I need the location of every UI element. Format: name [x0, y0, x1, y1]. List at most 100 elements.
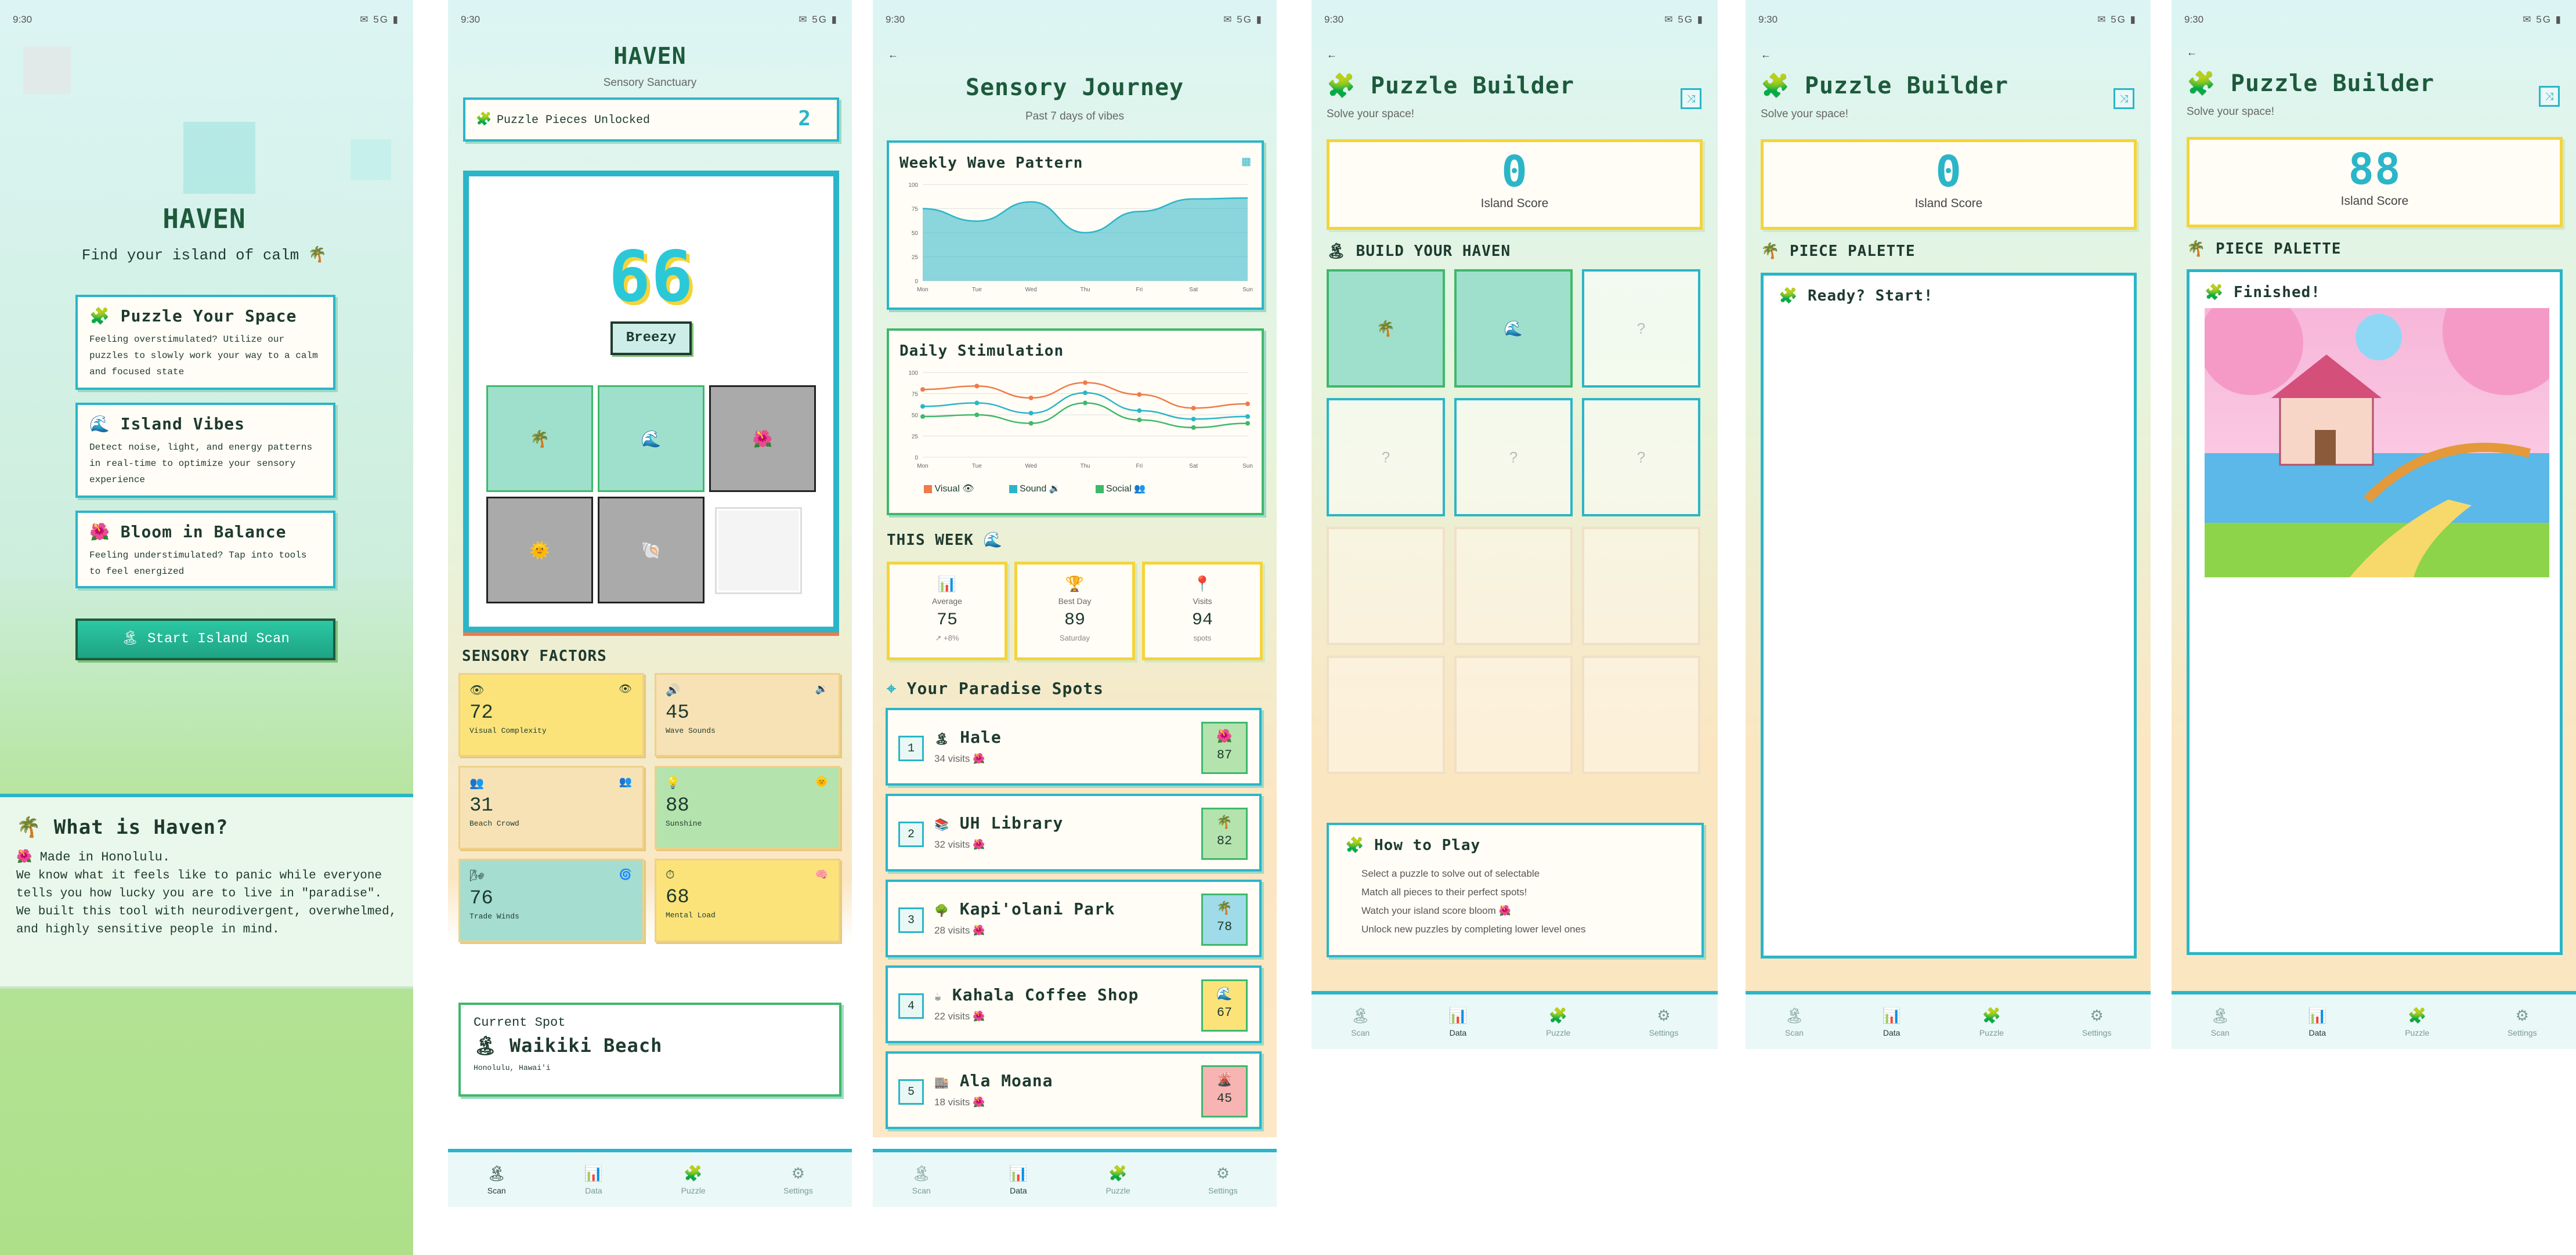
- spot-name-row: 📚 UH Library: [934, 813, 1063, 833]
- nav-icon: 🧩: [1108, 1164, 1128, 1182]
- puzzle-slot[interactable]: [1454, 527, 1573, 645]
- puzzle-slot[interactable]: 🌊: [1454, 269, 1573, 388]
- spot-score-value: 67: [1216, 1006, 1233, 1020]
- nav-scan[interactable]: 🏝 Scan: [2210, 1007, 2230, 1037]
- shuffle-icon[interactable]: ⤨: [1681, 88, 1701, 109]
- back-button[interactable]: ←: [888, 49, 898, 60]
- decor-square: [183, 122, 255, 194]
- chart-title: Daily Stimulation: [899, 342, 1064, 360]
- nav-data[interactable]: 📊 Data: [2308, 1007, 2326, 1037]
- puzzle-slot[interactable]: ?: [1582, 398, 1700, 516]
- nav-settings[interactable]: ⚙ Settings: [1208, 1164, 1238, 1195]
- start-scan-button[interactable]: 🏝 Start Island Scan: [75, 619, 335, 660]
- nav-scan[interactable]: 🏝 Scan: [487, 1164, 506, 1195]
- spot-row[interactable]: 1 🏝 Hale 34 visits 🌺 🌺 87: [886, 708, 1262, 786]
- nav-data[interactable]: 📊 Data: [1009, 1164, 1028, 1195]
- page-title: HAVEN: [162, 203, 246, 234]
- nav-scan[interactable]: 🏝 Scan: [1784, 1007, 1804, 1037]
- nav-data[interactable]: 📊 Data: [584, 1164, 603, 1195]
- spot-score-value: 45: [1216, 1091, 1233, 1106]
- back-button[interactable]: ←: [1761, 49, 1771, 60]
- data-point: [1191, 425, 1196, 430]
- back-button[interactable]: ←: [2187, 46, 2197, 58]
- unlock-count: 2: [798, 107, 811, 131]
- puzzle-slot[interactable]: [1327, 656, 1445, 774]
- puzzle-slot[interactable]: [1582, 656, 1700, 774]
- nav-scan[interactable]: 🏝 Scan: [912, 1164, 931, 1195]
- tile-sun[interactable]: 🌞: [486, 497, 593, 603]
- factor-value: 68: [666, 887, 689, 909]
- spot-rank: 2: [898, 822, 924, 847]
- nav-icon: 🏝: [1350, 1006, 1370, 1024]
- stimulation-chart: 0 25 50 75 100 Mon Tue Wed Thu Fri Sat Sun: [908, 370, 1253, 469]
- spot-score-icon: 🌊: [1216, 988, 1233, 1002]
- status-time: 9:30: [461, 14, 480, 25]
- screen-puzzle-finished: 9:30 ✉ 5G ▮ ← 🧩 Puzzle Builder Solve your…: [2172, 0, 2576, 1255]
- back-button[interactable]: ←: [1327, 49, 1337, 60]
- tile-hibiscus[interactable]: 🌺: [709, 385, 816, 492]
- puzzle-slot[interactable]: [1327, 527, 1445, 645]
- nav-puzzle[interactable]: 🧩 Puzzle: [1106, 1164, 1130, 1195]
- nav-scan[interactable]: 🏝 Scan: [1351, 1007, 1370, 1037]
- nav-settings[interactable]: ⚙ Settings: [2508, 1007, 2537, 1037]
- calendar-icon[interactable]: ▦: [1241, 155, 1251, 167]
- nav-label: Puzzle: [1979, 1028, 2004, 1037]
- x-tick-label: Tue: [972, 287, 982, 293]
- tile-empty[interactable]: [715, 507, 802, 594]
- nav-label: Settings: [2507, 1028, 2537, 1037]
- y-tick-label: 50: [912, 230, 919, 237]
- data-point: [920, 414, 925, 419]
- page-subtitle: Solve your space!: [1327, 108, 1415, 120]
- factor-badge-icon: 🌀: [619, 869, 632, 880]
- spot-score-value: 82: [1216, 834, 1233, 848]
- how-item: Select a puzzle to solve out of selectab…: [1361, 868, 1540, 879]
- puzzle-slot[interactable]: ?: [1327, 398, 1445, 516]
- nav-settings[interactable]: ⚙ Settings: [2082, 1007, 2112, 1037]
- status-icons: ✉ 5G ▮: [2097, 14, 2137, 25]
- nav-puzzle[interactable]: 🧩 Puzzle: [1979, 1007, 2004, 1037]
- y-tick-label: 100: [908, 182, 918, 189]
- nav-data[interactable]: 📊 Data: [1448, 1007, 1467, 1037]
- puzzle-slot[interactable]: ?: [1454, 398, 1573, 516]
- shuffle-icon[interactable]: ⤨: [2539, 86, 2560, 107]
- card-puzzle-your-space[interactable]: 🧩 Puzzle Your Space Feeling overstimulat…: [75, 295, 335, 390]
- factor-badge-icon: 🧠: [815, 869, 828, 880]
- chart-title: Weekly Wave Pattern: [899, 154, 1083, 172]
- card-bloom-in-balance[interactable]: 🌺 Bloom in Balance Feeling understimulat…: [75, 511, 335, 588]
- spot-row[interactable]: 5 🏬 Ala Moana 18 visits 🌺 🌋 45: [886, 1051, 1262, 1129]
- spot-row[interactable]: 4 ☕ Kahala Coffee Shop 22 visits 🌺 🌊 67: [886, 965, 1262, 1043]
- spot-rank: 4: [898, 993, 924, 1019]
- card-island-vibes[interactable]: 🌊 Island Vibes Detect noise, light, and …: [75, 403, 335, 498]
- nav-puzzle[interactable]: 🧩 Puzzle: [2405, 1007, 2429, 1037]
- data-point: [1083, 400, 1088, 406]
- spot-row[interactable]: 3 🌳 Kapi'olani Park 28 visits 🌺 🌴 78: [886, 880, 1262, 957]
- puzzle-slot[interactable]: [1582, 527, 1700, 645]
- status-bar: 9:30 ✉ 5G ▮: [2172, 0, 2576, 41]
- tile-shell[interactable]: 🐚: [598, 497, 704, 603]
- status-icons: ✉ 5G ▮: [360, 14, 399, 25]
- puzzle-slot[interactable]: ?: [1582, 269, 1700, 388]
- series-line: [922, 402, 1248, 429]
- hibiscus-icon: 🌺: [752, 429, 773, 448]
- puzzle-slot[interactable]: 🌴: [1327, 269, 1445, 388]
- nav-data[interactable]: 📊 Data: [1882, 1007, 1901, 1037]
- screen-landing: 9:30 ✉ 5G ▮ HAVEN Find your island of cal…: [0, 0, 413, 1255]
- palette-status: 🧩 Finished!: [2205, 284, 2321, 301]
- puzzle-slot[interactable]: [1454, 656, 1573, 774]
- app-title: HAVEN: [613, 43, 687, 70]
- island-score-label: Island Score: [1914, 197, 1983, 210]
- tile-palm[interactable]: 🌴: [486, 385, 593, 492]
- spot-row[interactable]: 2 📚 UH Library 32 visits 🌺 🌴 82: [886, 794, 1262, 871]
- status-time: 9:30: [1758, 14, 1778, 25]
- nav-puzzle[interactable]: 🧩 Puzzle: [1546, 1007, 1570, 1037]
- spot-score-icon: 🌺: [1216, 730, 1233, 744]
- y-tick-label: 50: [912, 413, 919, 419]
- nav-puzzle[interactable]: 🧩 Puzzle: [681, 1164, 706, 1195]
- tile-wave[interactable]: 🌊: [598, 385, 704, 492]
- nav-label: Data: [1883, 1028, 1901, 1037]
- current-spot-location: Honolulu, Hawai'i: [474, 1064, 551, 1072]
- nav-settings[interactable]: ⚙ Settings: [1649, 1007, 1679, 1037]
- nav-settings[interactable]: ⚙ Settings: [783, 1164, 813, 1195]
- completed-island-image: [2205, 308, 2549, 577]
- shuffle-icon[interactable]: ⤨: [2113, 88, 2134, 109]
